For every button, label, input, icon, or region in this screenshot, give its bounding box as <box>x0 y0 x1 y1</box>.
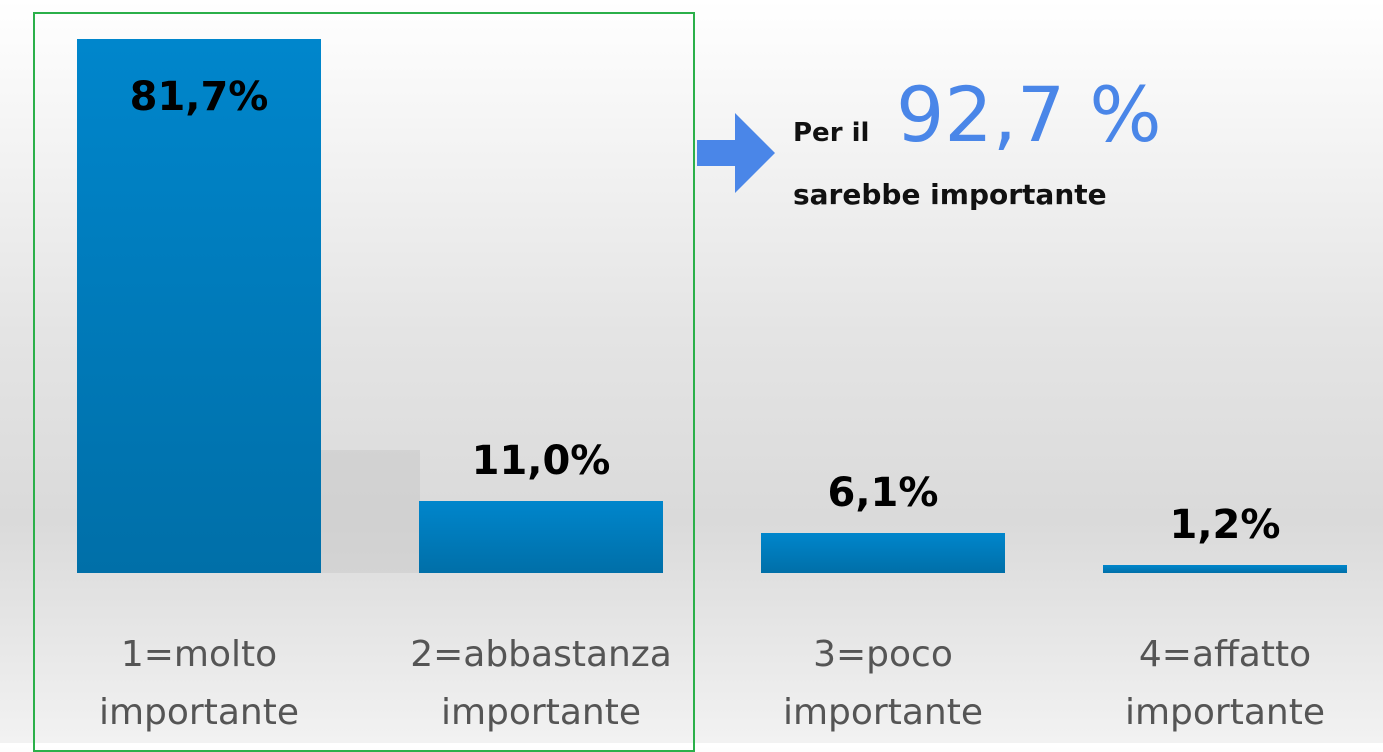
bar <box>77 39 321 573</box>
annotation-value: 92,7 % <box>896 70 1162 159</box>
value-label: 11,0% <box>471 438 611 485</box>
arrow <box>697 113 775 193</box>
category-label: 4=affatto importante <box>1124 634 1325 733</box>
value-label: 81,7% <box>129 74 269 120</box>
bar <box>1103 565 1347 573</box>
value-label: 6,1% <box>827 470 939 517</box>
bar <box>419 501 663 573</box>
category-label: 1=molto importante <box>98 634 299 733</box>
bar-shadow <box>321 450 420 573</box>
category-label: 3=poco importante <box>782 634 983 733</box>
value-label: 1,2% <box>1169 502 1281 548</box>
annotation-prefix: Per il <box>793 118 870 148</box>
category-label: 2=abbastanza importante <box>410 634 672 733</box>
bar <box>761 533 1005 573</box>
annotation-suffix: sarebbe importante <box>793 178 1107 211</box>
